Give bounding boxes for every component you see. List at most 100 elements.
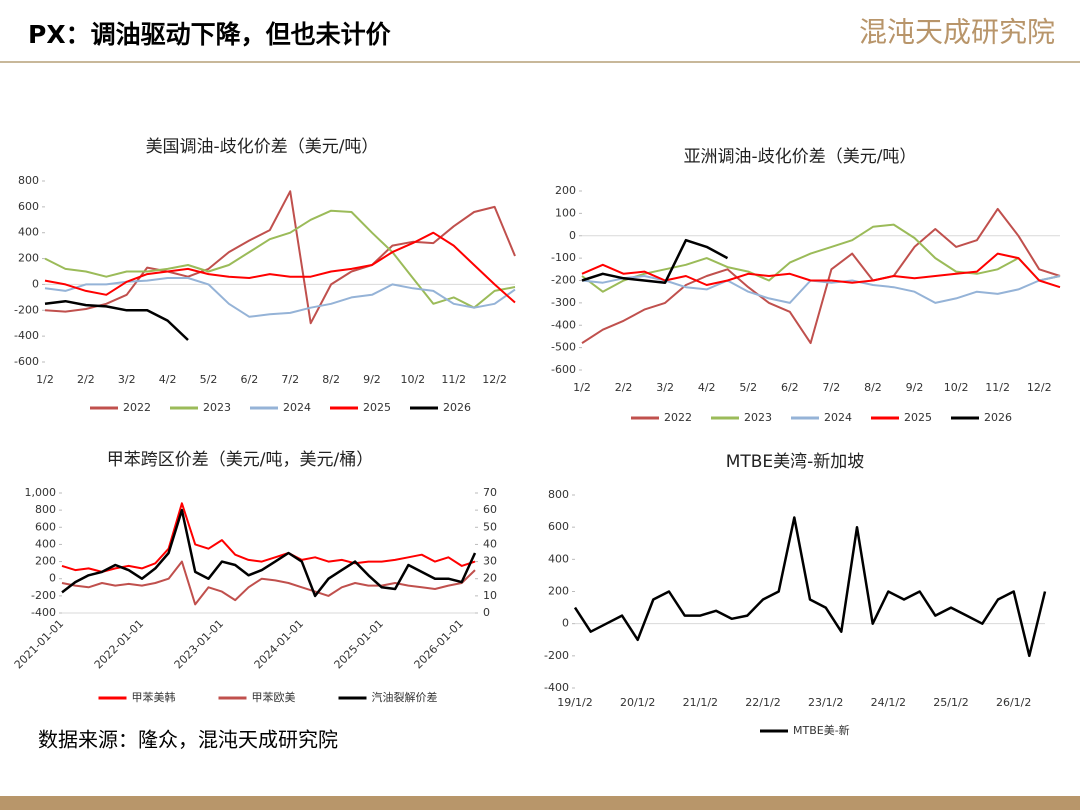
x-tick-label: 6/2: [240, 373, 258, 386]
x-tick-label: 10/2: [400, 373, 425, 386]
x-tick-label: 22/1/2: [745, 696, 780, 709]
x-tick-label: 24/1/2: [871, 696, 906, 709]
series-line: [581, 238, 729, 284]
chart-title: 美国调油-歧化价差（美元/吨）: [146, 137, 379, 157]
series-line: [573, 516, 1047, 658]
x-tick-label: 21/1/2: [683, 696, 718, 709]
series-line: [61, 560, 476, 606]
y2-tick-label: 70: [483, 486, 497, 499]
legend-label: 2022: [664, 411, 692, 424]
y-tick-label: 100: [555, 206, 576, 219]
x-tick-label: 11/2: [441, 373, 466, 386]
x-tick-label: 3/2: [118, 373, 136, 386]
y2-tick-label: 10: [483, 589, 497, 602]
legend-label: 2025: [363, 401, 391, 414]
y-tick-label: -400: [551, 318, 576, 331]
y-tick-label: -600: [551, 363, 576, 376]
y-tick-label: -200: [31, 589, 56, 602]
y-tick-label: 0: [32, 277, 39, 290]
y-tick-label: 400: [35, 537, 56, 550]
y-tick-label: 200: [35, 555, 56, 568]
chart-title: 亚洲调油-歧化价差（美元/吨）: [684, 147, 917, 167]
series-line: [44, 277, 516, 318]
y-tick-label: -400: [14, 329, 39, 342]
x-tick-label: 19/1/2: [557, 696, 592, 709]
legend-label: 2023: [203, 401, 231, 414]
series-line: [44, 190, 516, 325]
series-line: [44, 209, 516, 309]
y-tick-label: 0: [562, 617, 569, 630]
source-note: 数据来源：隆众，混沌天成研究院: [38, 728, 338, 752]
x-tick-label: 20/1/2: [620, 696, 655, 709]
series-line: [44, 231, 516, 304]
x-tick-label: 7/2: [281, 373, 299, 386]
x-tick-label: 7/2: [823, 381, 841, 394]
x-tick-label: 2/2: [615, 381, 633, 394]
x-tick-label: 5/2: [200, 373, 218, 386]
legend-label: 2024: [283, 401, 311, 414]
y2-tick-label: 40: [483, 537, 497, 550]
legend-label: 2022: [123, 401, 151, 414]
x-tick-label: 11/2: [985, 381, 1010, 394]
x-tick-label: 10/2: [944, 381, 969, 394]
y-tick-label: 800: [18, 174, 39, 187]
y2-tick-label: 50: [483, 520, 497, 533]
footer-bar: [0, 796, 1080, 810]
legend-label: 甲苯欧美: [252, 690, 296, 704]
y-tick-label: -200: [544, 649, 569, 662]
x-tick-label: 1/2: [573, 381, 591, 394]
y2-tick-label: 60: [483, 503, 497, 516]
series-line: [581, 252, 1061, 289]
y-tick-label: -400: [544, 681, 569, 694]
y-tick-label: 600: [18, 200, 39, 213]
y-tick-label: 200: [18, 252, 39, 265]
x-tick-label: 6/2: [781, 381, 799, 394]
y-tick-label: 1,000: [25, 486, 57, 499]
slide-title: PX：调油驱动下降，但也未计价: [28, 20, 392, 49]
y-tick-label: 200: [548, 585, 569, 598]
x-tick-label: 4/2: [159, 373, 177, 386]
x-tick-label: 5/2: [739, 381, 757, 394]
legend-label: 2025: [904, 411, 932, 424]
y-tick-label: 0: [49, 572, 56, 585]
legend-label: 2024: [824, 411, 852, 424]
y-tick-label: -400: [31, 606, 56, 619]
y-tick-label: -100: [551, 251, 576, 264]
legend-label: 甲苯美韩: [132, 690, 176, 704]
y-tick-label: -600: [14, 355, 39, 368]
series-line: [44, 299, 189, 341]
y-tick-label: -200: [551, 274, 576, 287]
y2-tick-label: 0: [483, 606, 490, 619]
x-tick-label: 9/2: [363, 373, 381, 386]
y-tick-label: 0: [569, 229, 576, 242]
x-tick-label: 8/2: [322, 373, 340, 386]
legend-label: 汽油裂解价差: [372, 690, 438, 704]
x-tick-label: 12/2: [482, 373, 507, 386]
y-tick-label: 400: [548, 552, 569, 565]
series-line: [581, 207, 1061, 345]
y-tick-label: 200: [555, 184, 576, 197]
logo: 混沌天成研究院: [859, 16, 1055, 49]
x-tick-label: 2/2: [77, 373, 95, 386]
legend-label: 2026: [443, 401, 471, 414]
series-line: [581, 223, 1061, 293]
x-tick-label: 9/2: [906, 381, 924, 394]
y-tick-label: -500: [551, 341, 576, 354]
y2-tick-label: 30: [483, 555, 497, 568]
y-tick-label: 800: [548, 488, 569, 501]
x-tick-label: 25/1/2: [933, 696, 968, 709]
series-line: [61, 502, 476, 573]
y-tick-label: 600: [548, 520, 569, 533]
y-tick-label: 400: [18, 226, 39, 239]
x-tick-label: 3/2: [656, 381, 674, 394]
chart-title: 甲苯跨区价差（美元/吨，美元/桶）: [107, 450, 373, 470]
legend-label: MTBE美-新: [793, 723, 850, 737]
x-tick-label: 4/2: [698, 381, 716, 394]
x-tick-label: 1/2: [36, 373, 54, 386]
y-tick-label: 800: [35, 503, 56, 516]
chart-title: MTBE美湾-新加坡: [726, 452, 865, 472]
y2-tick-label: 20: [483, 572, 497, 585]
y-tick-label: 600: [35, 520, 56, 533]
